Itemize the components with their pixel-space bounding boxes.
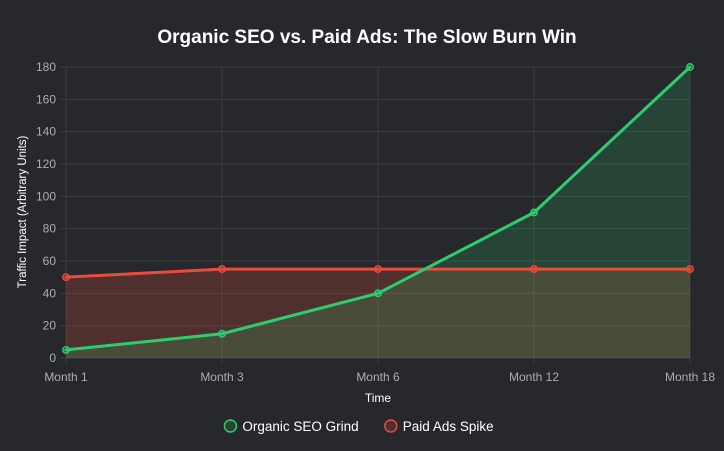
x-axis-label: Time [365, 391, 392, 405]
legend-item-0[interactable]: Organic SEO Grind [223, 419, 359, 434]
series-fill-0 [66, 67, 690, 358]
data-point[interactable] [62, 273, 70, 282]
x-tick-label: Month 12 [509, 370, 559, 384]
x-axis-ticks: Month 1 Month 3 Month 6 Month 12 Month 18 [44, 370, 715, 384]
data-point[interactable] [62, 345, 70, 354]
x-tick-label: Month 3 [200, 370, 244, 384]
series-points [62, 63, 694, 354]
series-lines [64, 65, 692, 352]
y-tick-label: 40 [43, 286, 57, 300]
data-point[interactable] [530, 208, 538, 217]
legend-label: Organic SEO Grind [242, 419, 358, 434]
legend-label: Paid Ads Spike [403, 419, 494, 434]
series-fills [66, 67, 690, 358]
data-point[interactable] [218, 265, 226, 274]
y-tick-label: 120 [36, 157, 56, 171]
data-point[interactable] [374, 265, 382, 274]
data-point[interactable] [530, 265, 538, 274]
legend-item-1[interactable]: Paid Ads Spike [384, 419, 494, 434]
y-axis-label: Traffic Impact (Arbitrary Units) [17, 135, 29, 288]
legend-swatch [384, 419, 398, 433]
y-tick-label: 60 [43, 254, 57, 268]
y-tick-label: 140 [36, 125, 56, 139]
x-tick-label: Month 18 [665, 370, 715, 384]
data-point[interactable] [686, 265, 694, 274]
x-tick-label: Month 6 [356, 370, 400, 384]
data-point[interactable] [218, 329, 226, 338]
series-fill-1 [66, 269, 690, 358]
legend-swatch [223, 419, 238, 433]
y-tick-label: 100 [36, 189, 56, 203]
y-tick-label: 160 [36, 92, 56, 106]
y-tick-label: 0 [49, 351, 56, 365]
chart-title: Organic SEO vs. Paid Ads: The Slow Burn … [157, 27, 576, 48]
y-tick-label: 180 [36, 60, 56, 74]
y-axis-ticks: 0 20 40 60 80 100 120 140 160 180 [36, 60, 56, 365]
y-tick-label: 20 [43, 319, 57, 333]
legend: Organic SEO Grind Paid Ads Spike [223, 419, 494, 434]
data-point[interactable] [686, 63, 694, 71]
x-tick-label: Month 1 [44, 370, 88, 384]
series-line-0 [64, 65, 692, 352]
y-tick-label: 80 [43, 222, 57, 236]
series-line-1 [64, 267, 692, 279]
data-point[interactable] [374, 289, 382, 298]
